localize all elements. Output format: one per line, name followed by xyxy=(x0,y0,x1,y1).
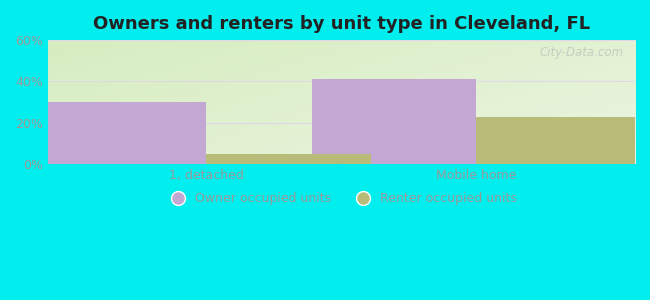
Legend: Owner occupied units, Renter occupied units: Owner occupied units, Renter occupied un… xyxy=(161,187,522,210)
Bar xyxy=(42,102,206,164)
Bar xyxy=(206,154,370,164)
Text: City-Data.com: City-Data.com xyxy=(539,46,623,59)
Bar xyxy=(312,80,476,164)
Bar xyxy=(476,117,641,164)
Title: Owners and renters by unit type in Cleveland, FL: Owners and renters by unit type in Cleve… xyxy=(93,15,590,33)
